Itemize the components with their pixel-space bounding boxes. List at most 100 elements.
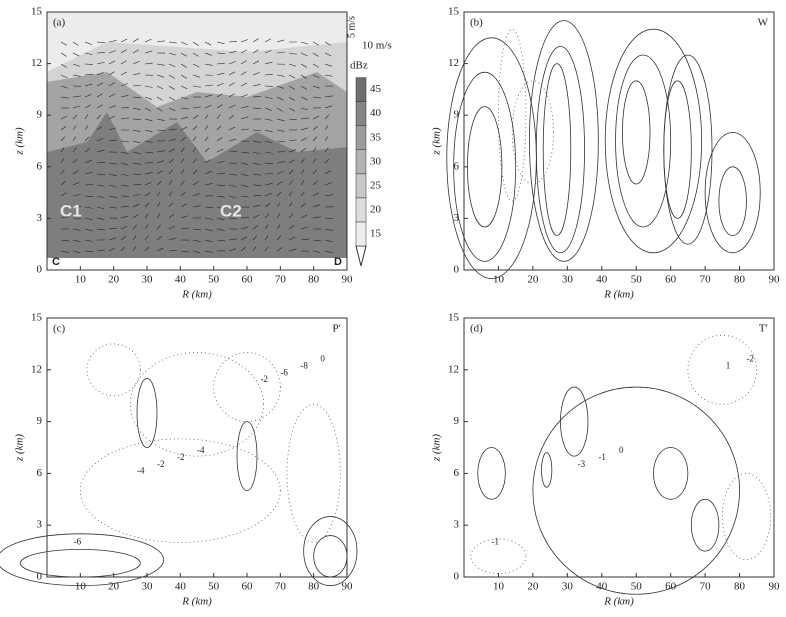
wind-vector (204, 171, 212, 175)
colorbar-tick-label: 45 (370, 83, 382, 95)
wind-vector (60, 126, 67, 131)
wind-vector (120, 140, 129, 143)
contour-label: -2 (177, 452, 185, 462)
wind-vector (240, 94, 248, 98)
wind-vector (144, 224, 149, 230)
y-tick-label: 9 (37, 109, 43, 121)
wind-vector (216, 184, 225, 186)
y-tick-label: 12 (31, 363, 42, 375)
y-axis-label: z (km) (431, 127, 443, 156)
contour-line (535, 46, 585, 254)
wind-vector (96, 93, 103, 98)
x-tick-label: 40 (596, 274, 608, 286)
contour-label: -4 (137, 466, 145, 476)
wind-vector (96, 104, 103, 109)
wind-vector (144, 85, 153, 88)
wind-vector (180, 107, 189, 110)
wind-vector (120, 205, 129, 208)
vector-ref-label: 10 m/s (362, 40, 392, 52)
contour-line (286, 403, 341, 543)
contour-line (511, 80, 554, 185)
x-tick-label: 80 (734, 274, 746, 286)
wind-vector (144, 182, 152, 186)
wind-vector (204, 239, 213, 243)
wind-vector (108, 60, 116, 65)
wind-vector (108, 237, 117, 241)
wind-vector (84, 73, 93, 76)
wind-vector (120, 235, 127, 241)
wind-vector (120, 151, 129, 154)
y-tick-label: 9 (454, 109, 460, 121)
annotation: C1 (60, 201, 82, 220)
y-tick-label: 6 (37, 467, 43, 479)
contour-label: -1 (598, 452, 606, 462)
wind-vector (96, 184, 105, 187)
wind-vector (132, 118, 141, 121)
wind-vector (168, 63, 176, 68)
y-tick-label: 3 (454, 212, 460, 224)
wind-vector (240, 195, 249, 198)
x-tick-label: 10 (493, 274, 505, 286)
y-axis-label: z (km) (431, 434, 443, 463)
wind-vector (132, 235, 137, 241)
contour-label: -4 (197, 445, 205, 455)
wind-vector (324, 63, 333, 67)
wind-vector (84, 52, 93, 55)
wind-vector (204, 41, 212, 46)
x-tick-label: 30 (142, 581, 154, 593)
wind-vector (264, 140, 273, 144)
wind-vector (300, 226, 309, 230)
wind-vector (132, 246, 137, 252)
wind-vector (168, 128, 177, 131)
wind-vector (252, 83, 261, 87)
contour-line (236, 421, 258, 492)
wind-vector (96, 249, 105, 252)
annotation: D (334, 256, 342, 268)
contour-line (687, 334, 758, 405)
wind-vector (288, 236, 296, 241)
wind-vector (264, 213, 270, 219)
wind-vector (132, 60, 140, 65)
wind-vector (120, 71, 128, 76)
wind-vector (324, 95, 333, 98)
wind-vector (300, 107, 309, 111)
wind-vector (180, 126, 188, 131)
contour-line (467, 106, 503, 228)
wind-vector (192, 125, 198, 131)
wind-vector (132, 129, 141, 132)
y-tick-label: 12 (448, 363, 459, 375)
contour-label: -8 (300, 360, 308, 370)
wind-vector (312, 180, 318, 186)
wind-vector (84, 228, 93, 232)
wind-vector (228, 184, 237, 188)
contour-line (721, 472, 771, 561)
panel: -1 0 -2 -1 1 -3 10 20 30 40 50 60 70 80 90 0 3 6 9 12 15 R (k… (431, 312, 780, 608)
wind-vector (216, 239, 225, 242)
wind-vector (264, 235, 269, 241)
y-tick-label: 0 (454, 571, 460, 583)
x-tick-label: 50 (208, 274, 220, 286)
wind-vector (72, 52, 80, 57)
wind-vector (324, 105, 333, 109)
x-axis-label: R (km) (603, 596, 634, 608)
wind-vector (156, 224, 162, 230)
x-tick-label: 70 (275, 581, 287, 593)
wind-vector (300, 180, 305, 186)
colorbar-tick-label: 25 (370, 179, 382, 191)
x-tick-label: 10 (75, 581, 87, 593)
wind-vector (228, 104, 236, 109)
wind-vector (312, 192, 319, 197)
contour-line (313, 535, 348, 578)
wind-vector (192, 158, 197, 164)
wind-vector (204, 104, 212, 109)
wind-vector (156, 85, 164, 90)
wind-vector (192, 52, 199, 57)
wind-vector (96, 61, 105, 65)
wind-vector (180, 191, 186, 197)
contour-line (560, 386, 589, 457)
y-tick-label: 0 (37, 571, 43, 583)
contour-line (79, 438, 281, 543)
y-tick-label: 12 (31, 57, 42, 69)
wind-vector (168, 180, 173, 186)
